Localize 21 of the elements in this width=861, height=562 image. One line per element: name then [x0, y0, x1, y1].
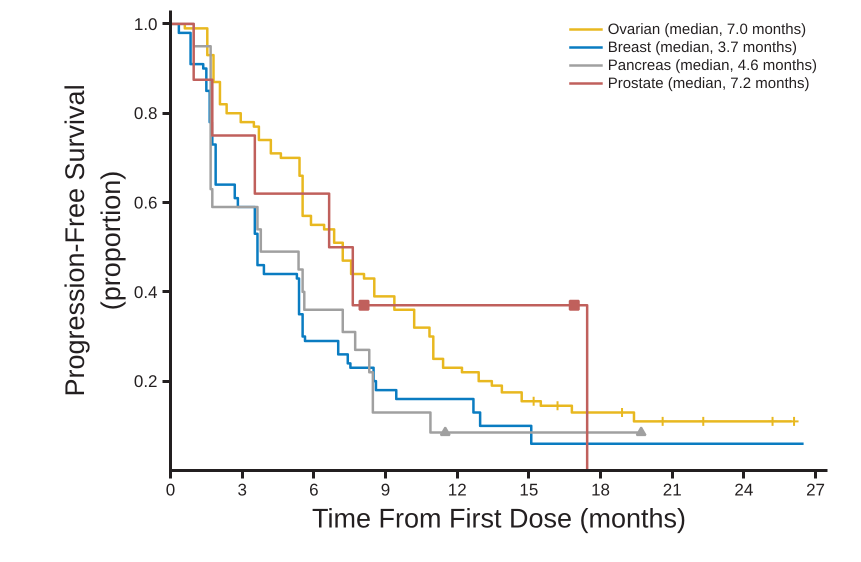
y-tick-label: 0.8 [134, 104, 158, 124]
x-tick-label: 0 [166, 480, 176, 500]
x-tick-label: 6 [309, 480, 319, 500]
legend-label: Ovarian (median, 7.0 months) [608, 20, 806, 38]
x-axis-title: Time From First Dose (months) [312, 504, 686, 534]
y-tick-label: 0.2 [134, 372, 158, 392]
legend-label: Prostate (median, 7.2 months) [608, 74, 810, 92]
x-tick-label: 24 [734, 480, 754, 500]
y-axis-title: Progression-Free Survival (proportion) [60, 84, 126, 397]
x-tick-label: 9 [380, 480, 390, 500]
y-tick-label: 0.4 [134, 282, 158, 302]
legend-label: Pancreas (median, 4.6 months) [608, 56, 817, 74]
y-tick-label: 1.0 [134, 14, 158, 34]
x-tick-label: 18 [591, 480, 610, 500]
x-tick-label: 27 [806, 480, 826, 500]
x-tick-label: 3 [237, 480, 247, 500]
x-tick-label: 12 [448, 480, 467, 500]
legend-label: Breast (median, 3.7 months) [608, 38, 797, 56]
x-tick-label: 21 [662, 480, 682, 500]
x-tick-label: 15 [519, 480, 538, 500]
y-tick-label: 0.6 [134, 194, 158, 213]
